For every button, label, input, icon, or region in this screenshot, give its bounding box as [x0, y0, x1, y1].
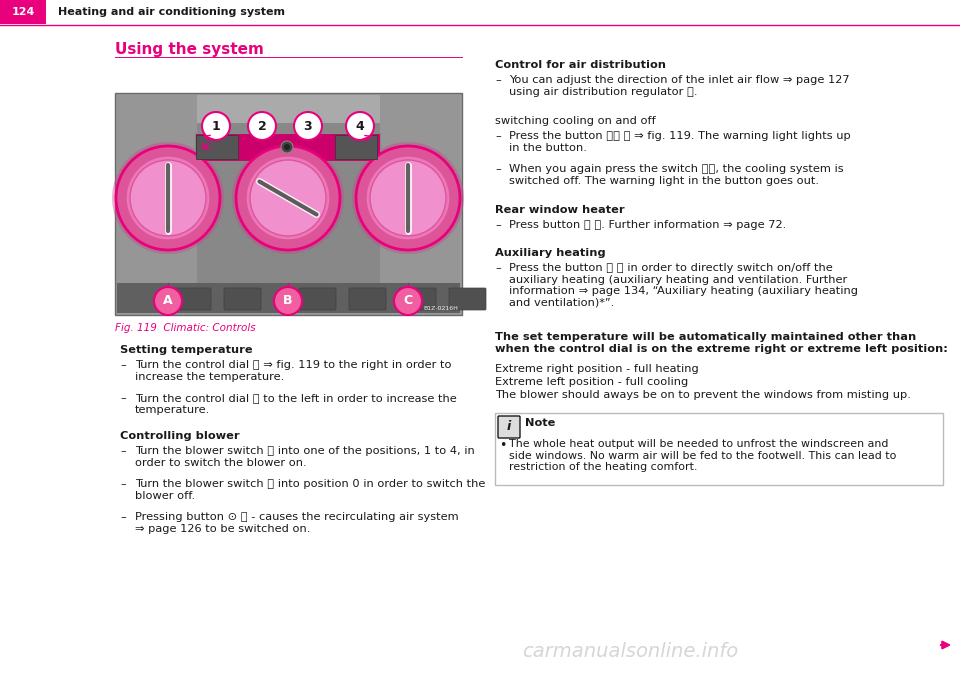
FancyBboxPatch shape	[174, 288, 211, 310]
Circle shape	[130, 160, 206, 236]
Circle shape	[154, 287, 182, 315]
FancyBboxPatch shape	[224, 288, 261, 310]
Text: 124: 124	[12, 7, 35, 17]
FancyBboxPatch shape	[449, 288, 486, 310]
Text: Press button ⌸ ⓷. Further information ⇒ page 72.: Press button ⌸ ⓷. Further information ⇒ …	[509, 220, 786, 230]
Text: –: –	[495, 164, 501, 174]
Text: Using the system: Using the system	[115, 42, 264, 57]
Text: Controlling blower: Controlling blower	[120, 431, 240, 441]
Text: Turn the control dial Ⓐ to the left in order to increase the
temperature.: Turn the control dial Ⓐ to the left in o…	[135, 393, 457, 415]
Text: When you again press the switch ⒶⓂ, the cooling system is
switched off. The warn: When you again press the switch ⒶⓂ, the …	[509, 164, 844, 186]
Text: Press the button ⌸ ⓹ in order to directly switch on/off the
auxiliary heating (a: Press the button ⌸ ⓹ in order to directl…	[509, 263, 858, 308]
Text: C: C	[403, 295, 413, 308]
FancyBboxPatch shape	[349, 288, 386, 310]
Circle shape	[112, 142, 224, 254]
Text: Control for air distribution: Control for air distribution	[495, 60, 666, 70]
FancyBboxPatch shape	[380, 95, 460, 313]
Circle shape	[250, 160, 326, 236]
Text: –: –	[120, 512, 126, 522]
Text: –: –	[120, 393, 126, 403]
FancyBboxPatch shape	[117, 283, 460, 313]
Text: The set temperature will be automatically maintained other than
when the control: The set temperature will be automaticall…	[495, 332, 948, 353]
Circle shape	[126, 156, 210, 240]
Text: Setting temperature: Setting temperature	[120, 345, 252, 355]
Text: –: –	[120, 446, 126, 456]
Circle shape	[202, 112, 230, 140]
Text: Turn the blower switch Ⓑ into position 0 in order to switch the
blower off.: Turn the blower switch Ⓑ into position 0…	[135, 479, 486, 501]
Circle shape	[294, 112, 322, 140]
Circle shape	[232, 142, 344, 254]
Text: carmanualsonline.info: carmanualsonline.info	[522, 642, 738, 661]
Text: Extreme left position - full cooling: Extreme left position - full cooling	[495, 377, 688, 387]
Text: •: •	[499, 439, 506, 452]
Text: switching cooling on and off: switching cooling on and off	[495, 116, 656, 126]
Text: The whole heat output will be needed to unfrost the windscreen and
side windows.: The whole heat output will be needed to …	[509, 439, 897, 472]
FancyBboxPatch shape	[399, 288, 436, 310]
Circle shape	[346, 112, 374, 140]
Text: Fig. 119  Climatic: Controls: Fig. 119 Climatic: Controls	[115, 323, 255, 333]
FancyBboxPatch shape	[117, 95, 460, 313]
Text: –: –	[120, 360, 126, 370]
Text: Heating and air conditioning system: Heating and air conditioning system	[58, 7, 285, 17]
Text: Rear window heater: Rear window heater	[495, 205, 625, 215]
Text: Extreme right position - full heating: Extreme right position - full heating	[495, 364, 699, 374]
Circle shape	[366, 156, 450, 240]
FancyBboxPatch shape	[115, 93, 462, 315]
Text: –: –	[495, 220, 501, 230]
Circle shape	[116, 146, 220, 250]
Circle shape	[281, 141, 293, 153]
Circle shape	[236, 146, 340, 250]
FancyBboxPatch shape	[495, 413, 943, 485]
Text: Turn the blower switch Ⓑ into one of the positions, 1 to 4, in
order to switch t: Turn the blower switch Ⓑ into one of the…	[135, 446, 475, 468]
FancyBboxPatch shape	[117, 95, 197, 313]
Text: B1Z-0216H: B1Z-0216H	[423, 306, 458, 311]
Circle shape	[274, 287, 302, 315]
Circle shape	[352, 142, 464, 254]
FancyBboxPatch shape	[498, 416, 520, 438]
Circle shape	[370, 160, 446, 236]
Text: 3: 3	[303, 120, 312, 133]
Text: i: i	[507, 421, 511, 433]
Circle shape	[394, 287, 422, 315]
Text: Auxiliary heating: Auxiliary heating	[495, 248, 606, 258]
Text: –: –	[120, 479, 126, 489]
Text: The blower should aways be on to prevent the windows from misting up.: The blower should aways be on to prevent…	[495, 390, 911, 400]
Text: 2: 2	[257, 120, 266, 133]
Text: 4: 4	[355, 120, 365, 133]
Text: 1: 1	[211, 120, 221, 133]
Circle shape	[284, 144, 290, 150]
Text: You can adjust the direction of the inlet air flow ⇒ page 127
using air distribu: You can adjust the direction of the inle…	[509, 75, 850, 97]
FancyBboxPatch shape	[0, 0, 46, 24]
FancyBboxPatch shape	[299, 288, 336, 310]
FancyBboxPatch shape	[145, 123, 432, 285]
Text: Press the button ⒶⓂ ⓶ ⇒ fig. 119. The warning light lights up
in the button.: Press the button ⒶⓂ ⓶ ⇒ fig. 119. The wa…	[509, 131, 851, 153]
Text: Turn the control dial Ⓐ ⇒ fig. 119 to the right in order to
increase the tempera: Turn the control dial Ⓐ ⇒ fig. 119 to th…	[135, 360, 451, 382]
Text: A: A	[163, 295, 173, 308]
Circle shape	[248, 112, 276, 140]
Text: Note: Note	[525, 418, 556, 428]
Text: AC: AC	[202, 143, 213, 151]
Circle shape	[356, 146, 460, 250]
Text: –: –	[495, 263, 501, 273]
FancyBboxPatch shape	[195, 133, 380, 161]
Circle shape	[246, 156, 330, 240]
Text: Pressing button ⊙ Ⓒ - causes the recirculating air system
⇒ page 126 to be switc: Pressing button ⊙ Ⓒ - causes the recircu…	[135, 512, 459, 534]
FancyBboxPatch shape	[335, 135, 377, 159]
Text: –: –	[495, 131, 501, 141]
Text: B: B	[283, 295, 293, 308]
FancyBboxPatch shape	[196, 135, 238, 159]
Text: –: –	[495, 75, 501, 85]
